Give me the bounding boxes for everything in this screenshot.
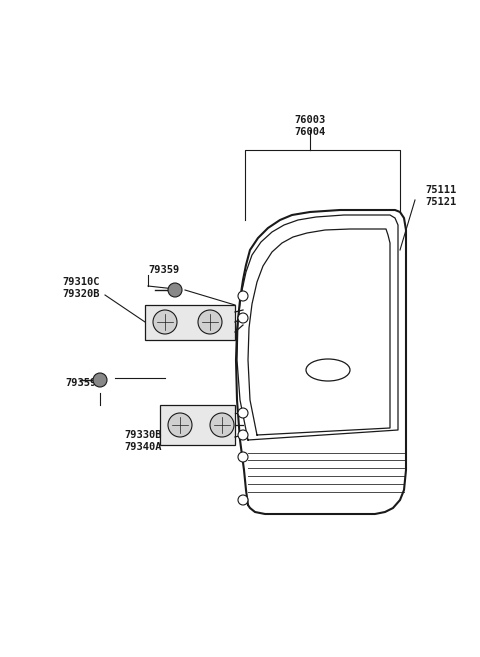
- Circle shape: [238, 430, 248, 440]
- Polygon shape: [160, 405, 235, 445]
- Circle shape: [238, 495, 248, 505]
- Circle shape: [198, 310, 222, 334]
- Circle shape: [93, 373, 107, 387]
- Text: 79330B
79340A: 79330B 79340A: [124, 430, 162, 451]
- Circle shape: [168, 283, 182, 297]
- Circle shape: [238, 313, 248, 323]
- Circle shape: [168, 413, 192, 437]
- Circle shape: [210, 413, 234, 437]
- Text: 79310C
79320B: 79310C 79320B: [62, 277, 99, 298]
- Text: 79359: 79359: [148, 265, 179, 275]
- Circle shape: [238, 408, 248, 418]
- Circle shape: [153, 310, 177, 334]
- Circle shape: [238, 291, 248, 301]
- Text: 75111
75121: 75111 75121: [425, 185, 456, 206]
- Text: 79359B: 79359B: [65, 378, 103, 388]
- Polygon shape: [145, 305, 235, 340]
- Text: 76003
76004: 76003 76004: [294, 115, 325, 137]
- Circle shape: [238, 452, 248, 462]
